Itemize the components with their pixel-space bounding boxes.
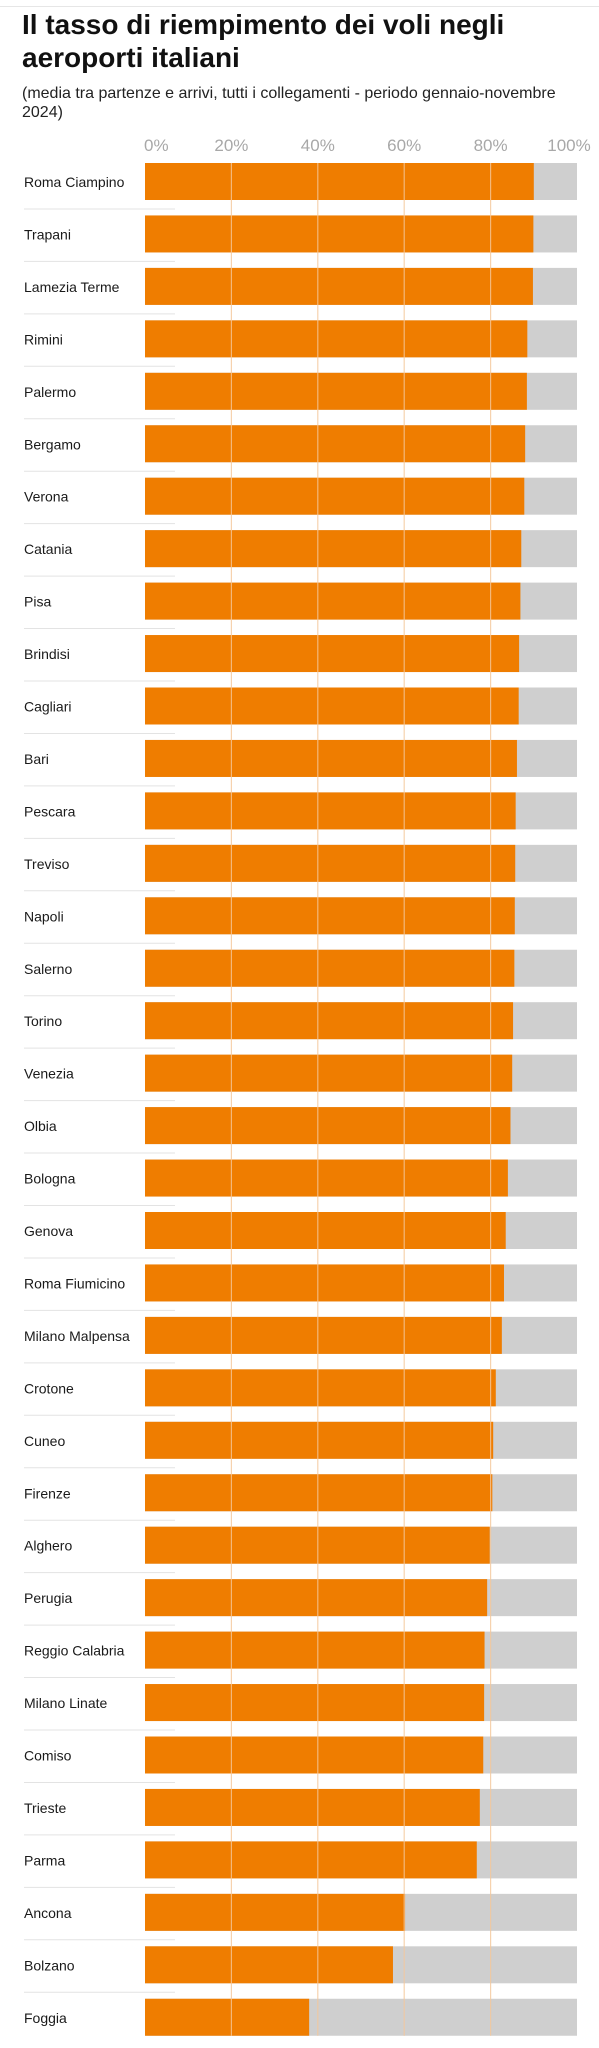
x-axis-ticks: 0% 20% 40% 60% 80% 100% [144,136,591,155]
bar [145,1631,485,1669]
category-label: Pisa [24,594,51,610]
top-divider [0,6,599,7]
x-tick-label: 40% [301,136,335,155]
category-label: Lamezia Terme [24,279,120,295]
row-separators [24,208,175,1993]
bar [145,582,521,620]
category-label: Cagliari [24,699,71,715]
bar [145,792,516,830]
bar [145,844,516,882]
category-label: Comiso [24,1748,72,1764]
bar [145,477,525,515]
bar [145,635,520,673]
bar [145,739,517,777]
category-label: Bergamo [24,436,81,452]
bar [145,1579,488,1617]
bar [145,1212,506,1249]
bar [145,1369,496,1407]
category-label: Venezia [24,1066,74,1082]
category-label: Verona [24,489,69,505]
category-label: Foggia [24,2010,67,2026]
bar [145,425,526,463]
category-label: Catania [24,541,72,557]
category-label: Roma Ciampino [24,174,125,190]
x-tick-label: 20% [214,136,248,155]
category-labels: Roma Ciampino Trapani Lamezia Terme Rimini P… [24,174,130,2026]
category-label: Genova [24,1223,73,1239]
category-label: Bolzano [24,1957,75,1973]
bar [145,163,534,200]
x-tick-label: 100% [547,136,590,155]
category-label: Crotone [24,1380,74,1396]
bar [145,1002,514,1040]
bar [145,530,522,568]
bar [145,1788,480,1826]
bar [145,1841,477,1879]
category-label: Salerno [24,961,72,977]
category-label: Bologna [24,1171,76,1187]
category-label: Ancona [24,1905,72,1921]
category-label: Trapani [24,226,71,242]
bar [145,1159,508,1197]
bar [145,897,515,935]
bar [145,1736,484,1774]
category-label: Milano Malpensa [24,1328,130,1344]
gridlines [230,163,492,2036]
x-tick-label: 80% [474,136,508,155]
bar [145,320,528,358]
bar [145,1054,513,1092]
category-label: Perugia [24,1590,72,1606]
category-label: Alghero [24,1538,72,1554]
bar [145,372,527,410]
bar [145,1998,310,2036]
x-tick-label: 0% [144,136,169,155]
bar [145,1946,393,1984]
category-label: Pescara [24,803,76,819]
category-label: Parma [24,1852,65,1868]
category-label: Treviso [24,856,70,872]
category-label: Napoli [24,908,64,924]
category-label: Milano Linate [24,1695,107,1711]
chart-title: Il tasso di riempimento dei voli negli a… [22,9,505,73]
bar [145,215,534,253]
bar [145,1264,504,1302]
chart-subtitle: (media tra partenze e arrivi, tutti i co… [22,85,556,121]
category-label: Bari [24,751,49,767]
bar [145,1316,502,1354]
category-label: Reggio Calabria [24,1643,125,1659]
category-label: Torino [24,1013,62,1029]
category-label: Olbia [24,1118,57,1134]
bar [145,1421,494,1459]
category-label: Cuneo [24,1433,65,1449]
category-label: Trieste [24,1800,66,1816]
bar [145,1893,406,1931]
category-label: Firenze [24,1485,71,1501]
bar [145,1107,511,1145]
category-label: Rimini [24,331,63,347]
category-label: Palermo [24,384,76,400]
x-tick-label: 60% [387,136,421,155]
bar [145,1684,485,1722]
bar [145,949,515,987]
category-label: Roma Fiumicino [24,1275,125,1291]
category-label: Brindisi [24,646,70,662]
bar [145,267,533,305]
bar [145,687,519,725]
bars-layer [145,163,577,2036]
bar [145,1474,493,1512]
